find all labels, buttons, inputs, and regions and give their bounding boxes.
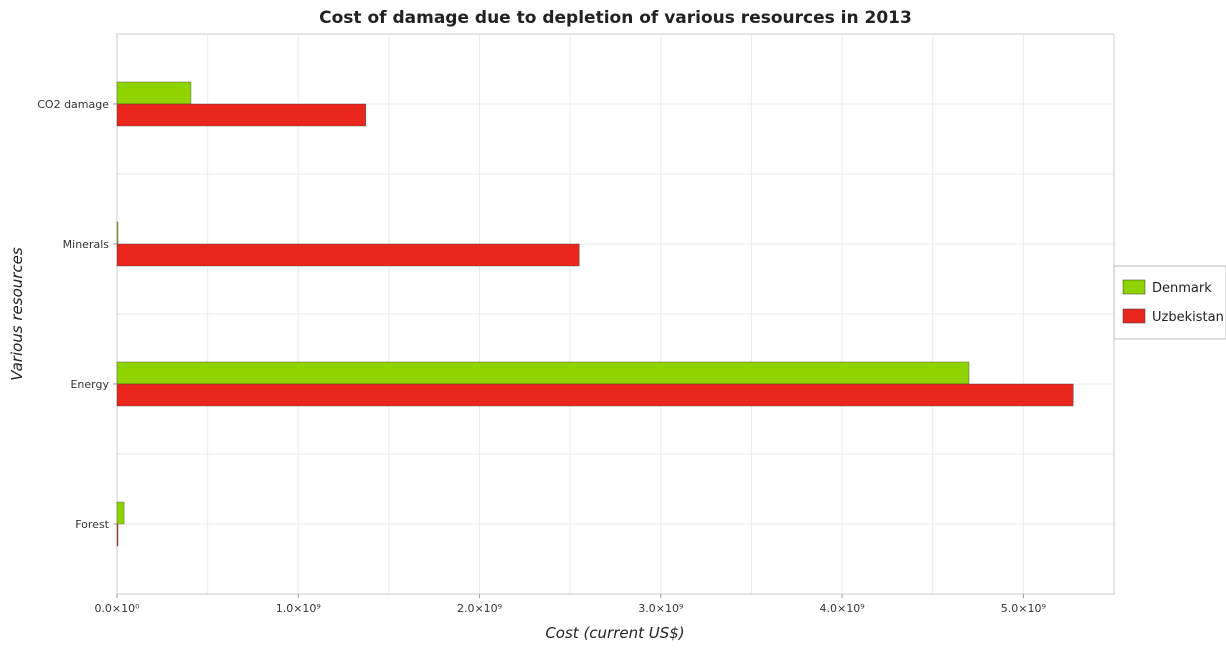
x-tick-label: 5.0×10⁹ [1001, 602, 1046, 615]
bar-denmark-minerals [116, 221, 119, 245]
legend-label-uzbekistan: Uzbekistan [1152, 310, 1224, 325]
bar-denmark-energy [116, 361, 970, 385]
x-tick-label: 4.0×10⁹ [820, 602, 865, 615]
y-tick-label: Energy [70, 378, 109, 391]
bar-uzbekistan-forest [116, 523, 119, 547]
bars [116, 81, 1074, 547]
bar-uzbekistan-minerals [116, 243, 580, 267]
y-tick-label: Forest [75, 518, 109, 531]
legend: Denmark Uzbekistan [1113, 265, 1226, 340]
legend-swatch-uzbekistan [1122, 308, 1146, 324]
x-axis-ticks: 0.0×10⁰ 1.0×10⁹ 2.0×10⁹ 3.0×10⁹ 4.0×10⁹ 5.0×1… [94, 594, 1046, 615]
y-tick-label: CO2 damage [37, 98, 109, 111]
legend-box [1113, 265, 1226, 340]
y-axis-title: Various resources [8, 247, 26, 381]
bar-uzbekistan-co2-damage [116, 103, 366, 127]
legend-label-denmark: Denmark [1152, 281, 1212, 296]
x-tick-label: 1.0×10⁹ [276, 602, 321, 615]
x-tick-label: 2.0×10⁹ [457, 602, 502, 615]
y-axis-ticks: CO2 damage Minerals Energy Forest [37, 98, 117, 531]
bar-uzbekistan-energy [116, 383, 1074, 407]
x-tick-label: 3.0×10⁹ [638, 602, 683, 615]
y-tick-label: Minerals [63, 238, 110, 251]
bar-denmark-co2-damage [116, 81, 192, 105]
chart-title: Cost of damage due to depletion of vario… [319, 8, 912, 28]
bar-denmark-forest [116, 501, 125, 525]
x-axis-title: Cost (current US$) [545, 624, 684, 642]
x-tick-label: 0.0×10⁰ [94, 602, 140, 615]
legend-swatch-denmark [1122, 279, 1146, 295]
